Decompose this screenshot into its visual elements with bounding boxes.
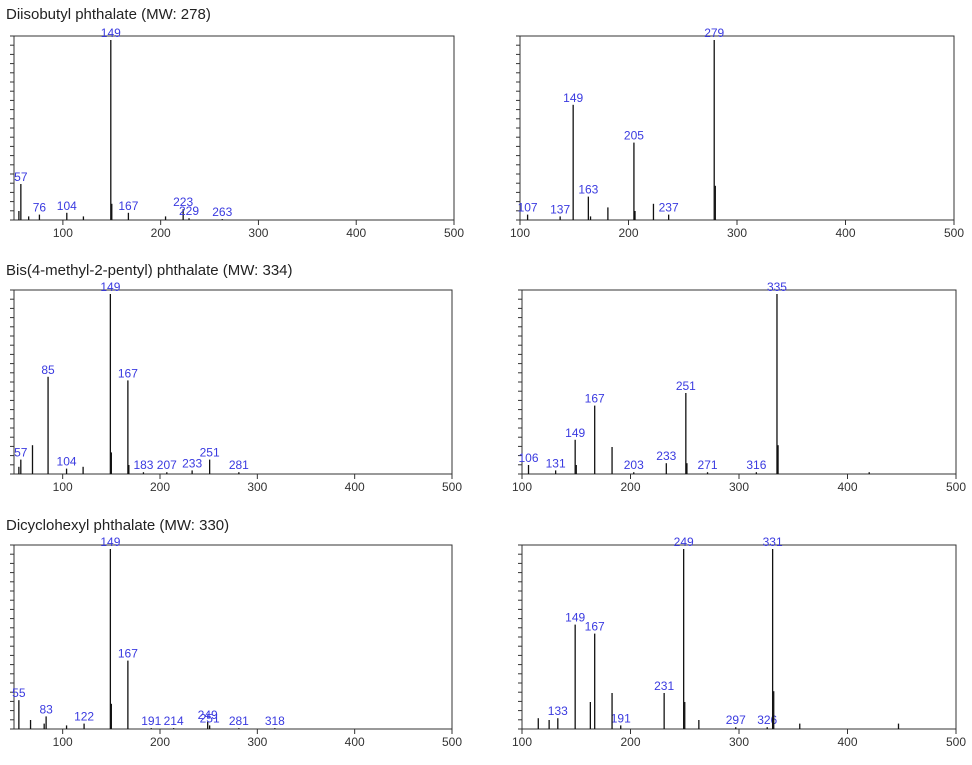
peak-label: 263 [212,205,232,219]
peak-label: 271 [698,458,718,472]
peak-label: 281 [229,714,249,728]
peak-label: 167 [118,647,138,661]
peak-label: 133 [548,704,568,718]
x-tick-label: 200 [150,735,170,749]
peak-label: 76 [33,201,47,215]
x-tick-label: 100 [512,480,532,494]
peak-label: 149 [100,280,120,294]
peak-label: 137 [550,202,570,216]
peak-label: 191 [611,711,631,725]
x-tick-label: 300 [727,226,747,240]
x-tick-label: 300 [247,735,267,749]
peak-label: 104 [57,199,77,213]
plot-frame [13,289,453,475]
x-tick-label: 500 [944,226,964,240]
peak-label: 57 [14,170,28,184]
peak-label: 149 [565,426,585,440]
x-tick-label: 200 [151,226,171,240]
peak-label: 281 [229,458,249,472]
peak-label: 131 [546,456,566,470]
peak-label: 233 [182,456,202,470]
x-tick-label: 400 [835,226,855,240]
x-tick-label: 100 [512,735,532,749]
peak-label: 83 [39,702,53,716]
peak-label: 231 [654,679,674,693]
peak-label: 249 [198,708,218,722]
peak-label: 107 [518,201,538,215]
x-tick-label: 500 [946,480,966,494]
peak-label: 214 [164,714,184,728]
peak-label: 55 [12,686,26,700]
x-tick-label: 300 [729,480,749,494]
x-tick-label: 300 [247,480,267,494]
peak-label: 149 [101,26,121,40]
peak-label: 149 [100,535,120,549]
plot-frame [13,35,455,221]
peak-label: 122 [74,710,94,724]
chart-title-dicyclohexyl: Dicyclohexyl phthalate (MW: 330) [6,517,230,534]
x-tick-label: 200 [618,226,638,240]
x-tick-label: 400 [346,226,366,240]
peak-label: 167 [585,392,605,406]
peak-label: 316 [746,458,766,472]
x-tick-label: 500 [444,226,464,240]
x-tick-label: 200 [150,480,170,494]
plot-frame [13,544,453,730]
x-tick-label: 200 [620,480,640,494]
x-tick-label: 400 [345,480,365,494]
peak-label: 279 [704,26,724,40]
peak-label: 326 [757,713,777,727]
chart-title-bis-methylpentyl: Bis(4-methyl-2-pentyl) phthalate (MW: 33… [6,262,293,279]
plot-frame [521,289,957,475]
peak-label: 251 [200,711,220,725]
peak-label: 318 [265,714,285,728]
x-tick-label: 400 [837,480,857,494]
peak-label: 229 [179,204,199,218]
x-tick-label: 100 [53,735,73,749]
x-tick-label: 300 [248,226,268,240]
peak-label: 85 [41,363,55,377]
peak-label: 104 [57,455,77,469]
peak-label: 163 [578,183,598,197]
peak-label: 167 [118,366,138,380]
peak-label: 297 [726,713,746,727]
peak-label: 191 [141,714,161,728]
peak-label: 233 [656,449,676,463]
peak-label: 335 [767,280,787,294]
peak-label: 183 [133,458,153,472]
peak-label: 149 [563,91,583,105]
plot-frame [521,544,957,730]
x-tick-label: 400 [345,735,365,749]
peak-label: 106 [518,451,538,465]
peak-label: 57 [14,446,28,460]
x-tick-label: 400 [837,735,857,749]
x-tick-label: 500 [946,735,966,749]
peak-label: 203 [624,458,644,472]
peak-label: 149 [565,611,585,625]
peak-label: 205 [624,129,644,143]
x-tick-label: 100 [510,226,530,240]
x-tick-label: 500 [442,735,462,749]
x-tick-label: 100 [53,480,73,494]
chart-title-diisobutyl: Diisobutyl phthalate (MW: 278) [6,6,211,23]
x-tick-label: 500 [442,480,462,494]
peak-label: 249 [674,535,694,549]
peak-label: 167 [585,620,605,634]
peak-label: 251 [200,446,220,460]
peak-label: 167 [118,199,138,213]
x-tick-label: 200 [620,735,640,749]
x-tick-label: 300 [729,735,749,749]
peak-label: 331 [763,535,783,549]
x-tick-label: 100 [53,226,73,240]
peak-label: 251 [676,379,696,393]
peak-label: 237 [659,201,679,215]
peak-label: 223 [173,195,193,209]
peak-label: 207 [157,458,177,472]
